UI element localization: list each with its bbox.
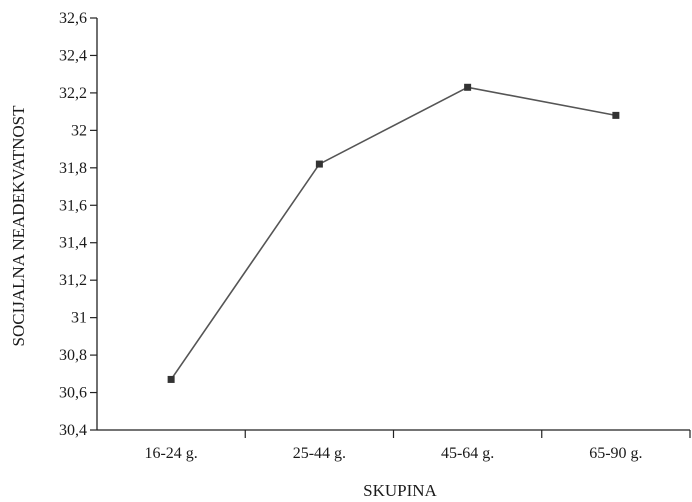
y-tick-label: 31,4 bbox=[59, 235, 87, 252]
data-point bbox=[315, 160, 323, 168]
y-tick-label: 31,6 bbox=[59, 197, 87, 214]
data-point bbox=[464, 83, 472, 91]
y-tick-label: 31,8 bbox=[59, 160, 87, 177]
y-tick-label: 31 bbox=[71, 310, 87, 327]
x-tick-label: 45-64 g. bbox=[441, 445, 494, 462]
y-tick-label: 30,4 bbox=[59, 422, 87, 439]
y-axis-title: SOCIJALNA NEADEKVATNOST bbox=[9, 105, 28, 347]
x-axis: 16-24 g. 25-44 g. 45-64 g. 65-90 g. bbox=[97, 429, 691, 462]
x-axis-title: SKUPINA bbox=[363, 481, 437, 500]
x-tick-label: 65-90 g. bbox=[589, 445, 642, 462]
y-tick-label: 32,4 bbox=[59, 47, 87, 64]
data-point bbox=[612, 111, 620, 119]
y-axis: 30,4 30,6 30,8 31 31,2 31,4 31,6 31,8 32 32,2 32,4… bbox=[59, 10, 98, 439]
series-layer bbox=[167, 83, 620, 383]
y-tick-label: 32,2 bbox=[59, 85, 87, 102]
y-tick-label: 32 bbox=[71, 122, 87, 139]
x-tick-label: 16-24 g. bbox=[144, 445, 197, 462]
y-tick-label: 31,2 bbox=[59, 272, 87, 289]
data-point bbox=[167, 375, 175, 383]
y-tick-label: 30,8 bbox=[59, 347, 87, 364]
series-line bbox=[170, 86, 617, 380]
x-tick-label: 25-44 g. bbox=[293, 445, 346, 462]
y-tick-label: 30,6 bbox=[59, 385, 87, 402]
y-tick-label: 32,6 bbox=[59, 10, 87, 27]
